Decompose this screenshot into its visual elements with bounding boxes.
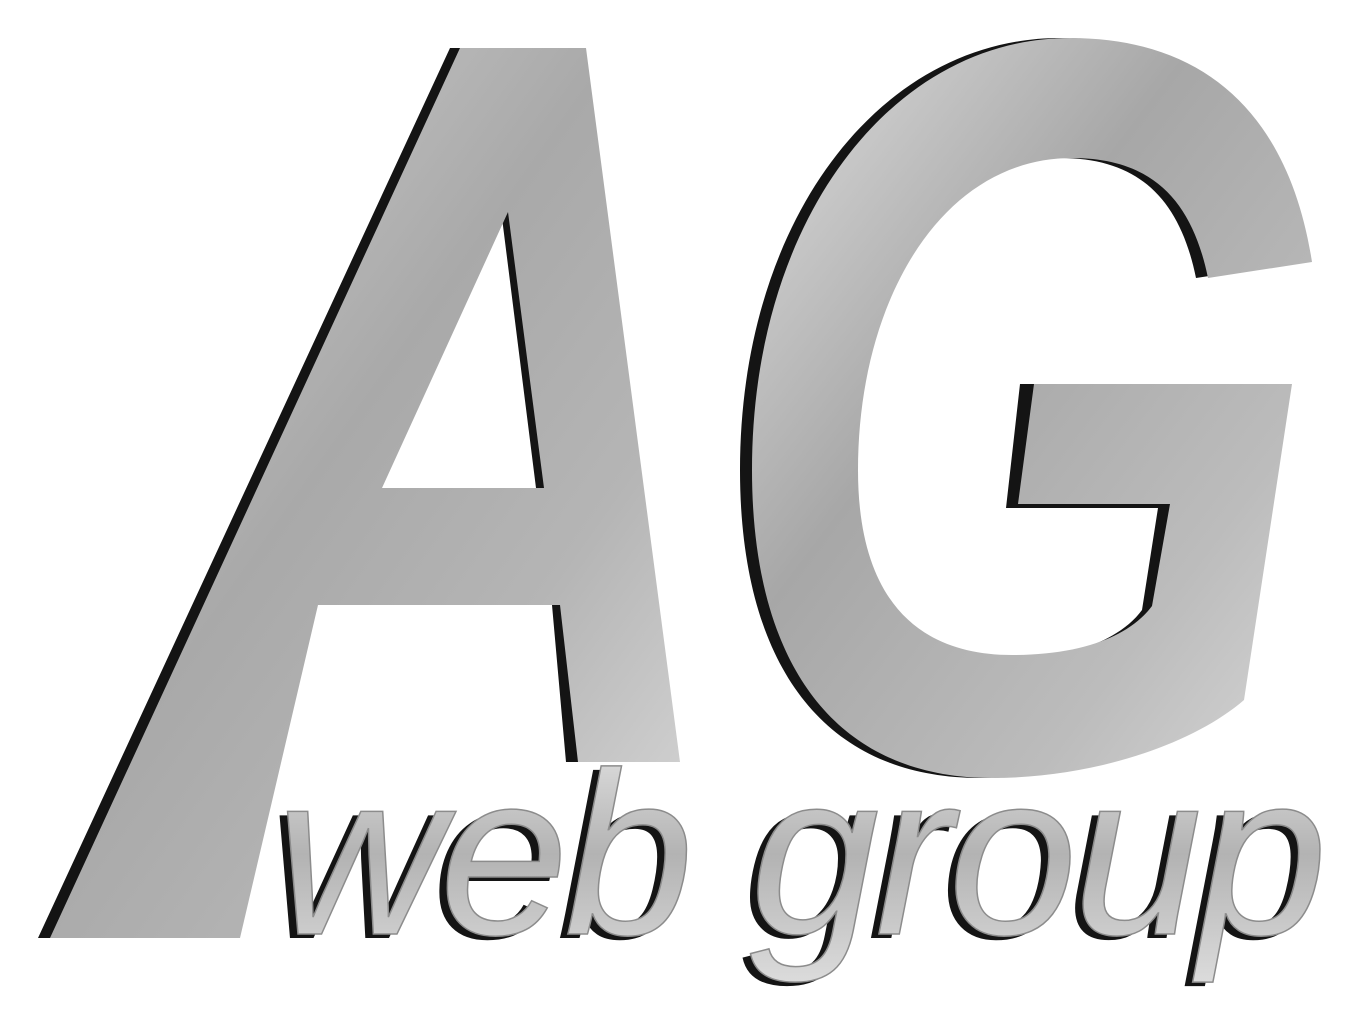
tagline: web group xyxy=(276,725,1323,984)
letter-a xyxy=(50,48,680,938)
letter-g xyxy=(752,38,1312,778)
tagline-shadow: web group xyxy=(268,729,1315,988)
